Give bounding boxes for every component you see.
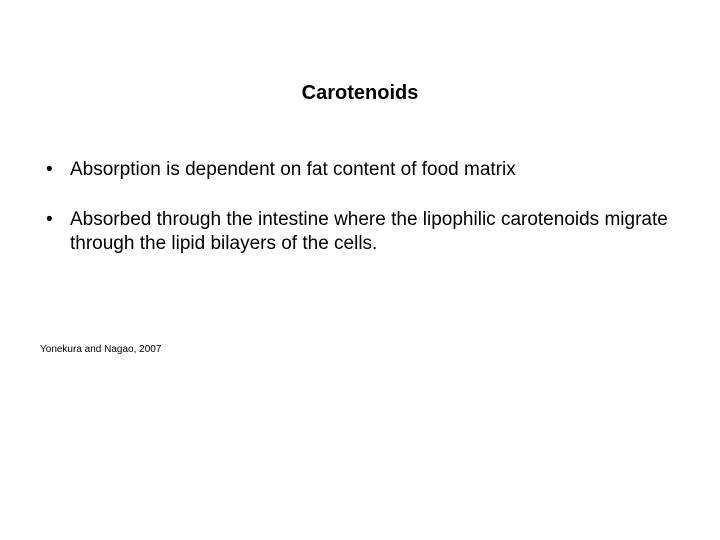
slide-title: Carotenoids bbox=[0, 82, 720, 105]
citation-text: Yonekura and Nagao, 2007 bbox=[40, 344, 161, 355]
list-item: Absorption is dependent on fat content o… bbox=[40, 158, 690, 182]
list-item: Absorbed through the intestine where the… bbox=[40, 208, 690, 256]
slide: Carotenoids Absorption is dependent on f… bbox=[0, 0, 720, 540]
slide-body: Absorption is dependent on fat content o… bbox=[40, 158, 690, 281]
bullet-list: Absorption is dependent on fat content o… bbox=[40, 158, 690, 255]
